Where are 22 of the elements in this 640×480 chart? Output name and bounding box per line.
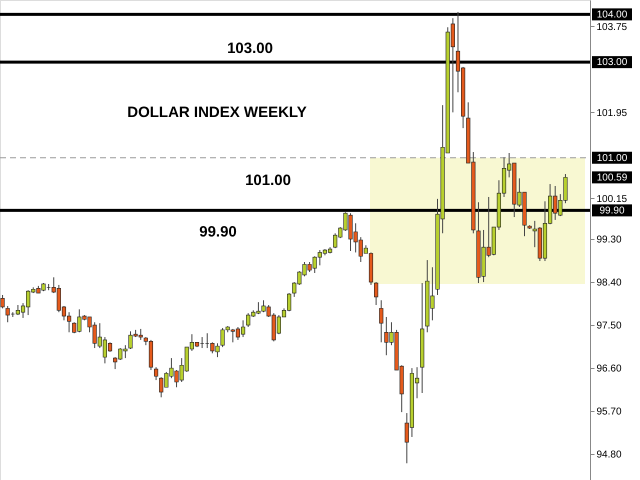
y-tick-label: 97.50 xyxy=(596,320,622,332)
annotation: 101.00 xyxy=(245,172,291,189)
y-tick-label: 101.95 xyxy=(596,108,628,119)
ref-line-label: 103.00 xyxy=(596,57,628,68)
y-tick-label: 94.80 xyxy=(596,450,622,461)
y-tick-label: 100.15 xyxy=(596,194,628,205)
y-tick-label: 103.75 xyxy=(596,22,628,33)
candlestick xyxy=(379,300,384,343)
candlestick xyxy=(374,282,378,306)
ref-line-label: 101.00 xyxy=(596,152,628,164)
y-tick-label: 99.30 xyxy=(596,234,622,246)
y-tick-label: 98.40 xyxy=(596,278,622,289)
text: 100.59 xyxy=(596,172,628,184)
candlestick xyxy=(154,366,158,381)
candlestick xyxy=(0,294,5,309)
ref-line-label: 104.00 xyxy=(596,9,628,20)
text: DOLLAR INDEX WEEKLY xyxy=(127,104,307,121)
y-tick-label: 96.60 xyxy=(596,364,622,375)
ref-line-label: 99.90 xyxy=(599,205,625,216)
y-tick-label: 95.70 xyxy=(596,406,622,418)
annotation: 103.00 xyxy=(227,40,273,58)
annotation: 99.90 xyxy=(199,223,237,240)
